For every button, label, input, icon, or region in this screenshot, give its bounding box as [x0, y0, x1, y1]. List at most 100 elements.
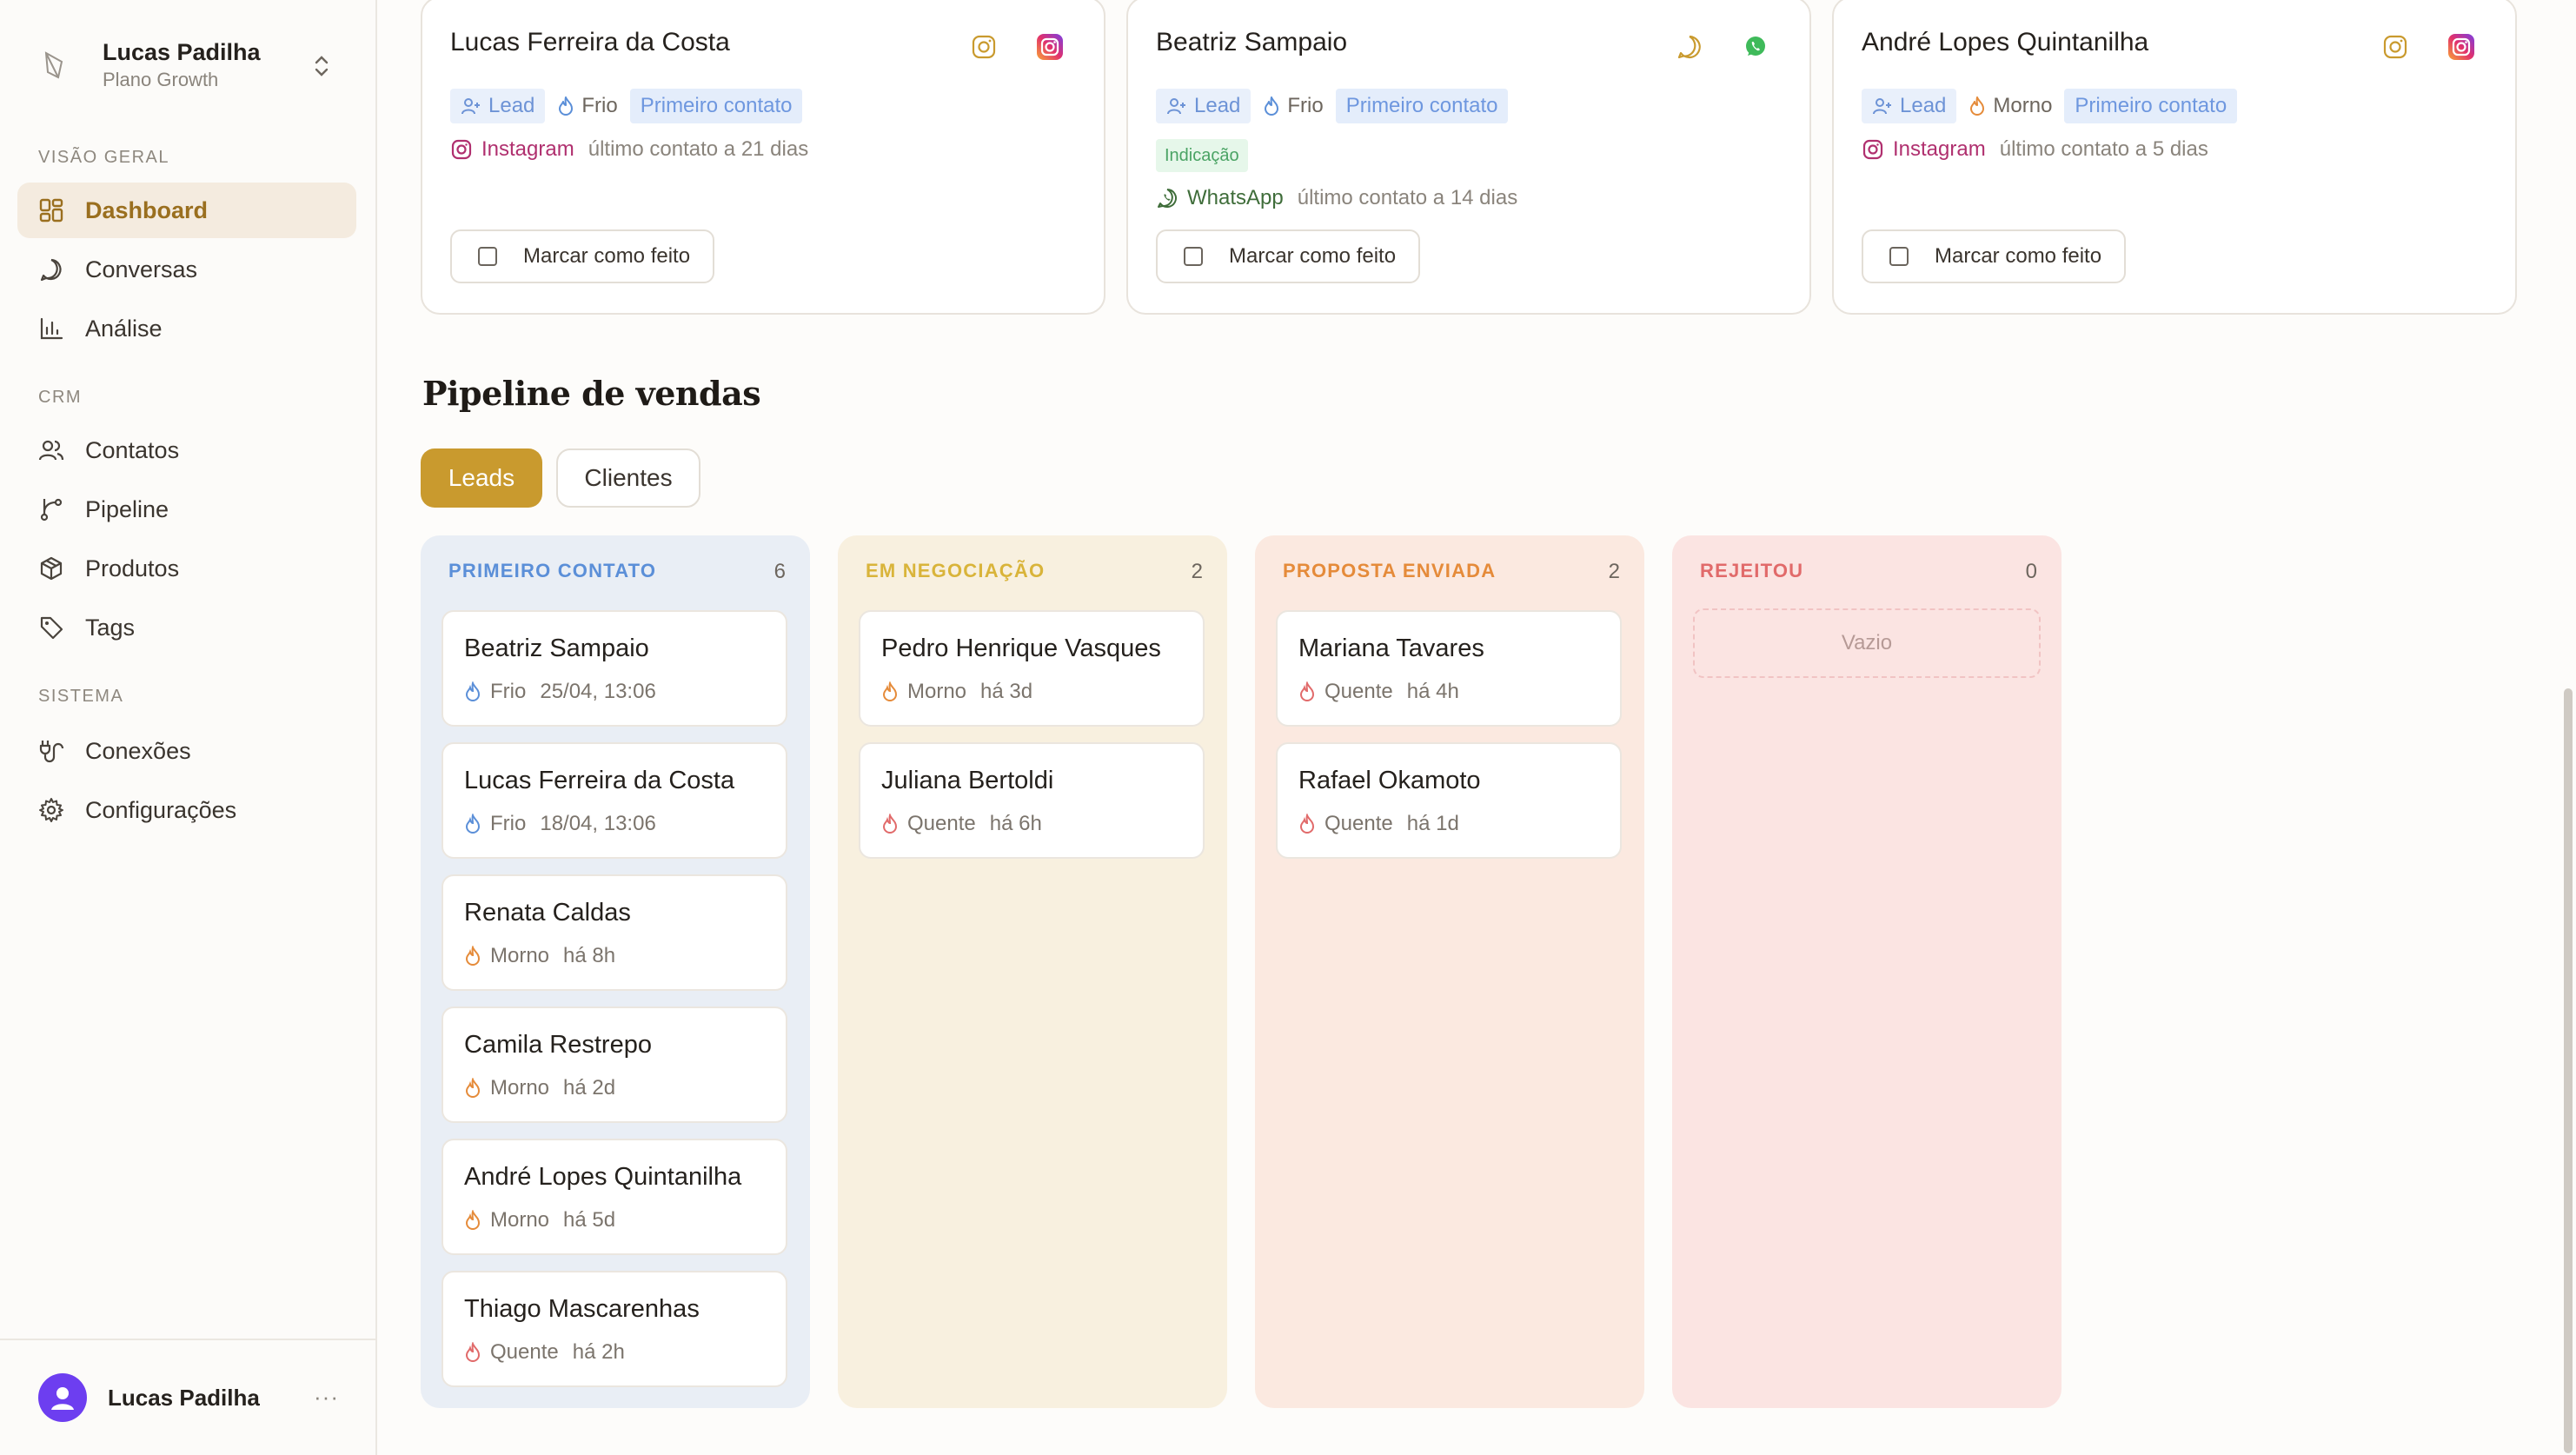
scrollbar[interactable] [2564, 688, 2573, 1453]
last-contact: último contato a 14 dias [1297, 186, 1518, 209]
lead-label: Lead [488, 94, 535, 117]
mark-done-label: Marcar como feito [1935, 244, 2102, 268]
flame-icon [559, 96, 574, 116]
column-count: 6 [773, 560, 786, 583]
workspace-name: Lucas Padilha [103, 39, 261, 65]
sidebar-item-label: Conversas [85, 256, 198, 282]
deal-card[interactable]: Juliana Bertoldi Quente há 6h [859, 742, 1205, 859]
sidebar-item-pipeline[interactable]: Pipeline [17, 482, 356, 537]
deal-name: Beatriz Sampaio [464, 634, 649, 662]
workspace-plan: Plano Growth [103, 69, 219, 90]
deal-time: há 2d [563, 1076, 616, 1100]
column-title: EM NEGOCIAÇÃO [866, 560, 1046, 581]
deal-name: Renata Caldas [464, 899, 631, 927]
flame-icon [881, 681, 900, 703]
deal-card[interactable]: Mariana Tavares Quente há 4h [1276, 610, 1622, 727]
temperature-badge: Frio [1259, 94, 1326, 118]
pipeline-column-rejeitou: REJEITOU 0 Vazio [1672, 535, 2061, 1408]
flame-icon [1970, 96, 1985, 116]
column-title: PROPOSTA ENVIADA [1283, 560, 1497, 581]
deal-card[interactable]: Renata Caldas Morno há 8h [442, 874, 787, 991]
mark-done-button[interactable]: Marcar como feito [1862, 229, 2127, 283]
pipeline-column-primeiro-contato: PRIMEIRO CONTATO 6 Beatriz Sampaio Frio 2… [421, 535, 810, 1408]
sidebar-item-label: Análise [85, 315, 163, 342]
sidebar-item-label: Contatos [85, 436, 180, 463]
user-plus-icon [461, 98, 480, 115]
instagram-outline-icon[interactable] [968, 31, 999, 63]
pipeline-title: Pipeline de vendas [422, 374, 761, 413]
deal-time: há 3d [980, 680, 1033, 703]
checkbox-icon [478, 247, 497, 266]
instagram-small-icon [450, 137, 475, 162]
lead-badge: Lead [1862, 89, 1957, 123]
nav-group-label: SISTEMA [38, 687, 124, 706]
sidebar-item-produtos[interactable]: Produtos [17, 541, 356, 596]
last-contact: último contato a 21 dias [588, 137, 809, 161]
deal-time: há 5d [563, 1208, 616, 1232]
sidebar-item-contatos[interactable]: Contatos [17, 422, 356, 478]
sidebar-item-tags[interactable]: Tags [17, 600, 356, 655]
deal-temperature: Quente [1325, 680, 1393, 703]
sidebar-item-dashboard[interactable]: Dashboard [17, 183, 356, 238]
user-menu[interactable]: Lucas Padilha ··· [0, 1339, 377, 1455]
deal-card[interactable]: Beatriz Sampaio Frio 25/04, 13:06 [442, 610, 787, 727]
deal-card[interactable]: Camila Restrepo Morno há 2d [442, 1007, 787, 1123]
flame-icon [464, 681, 483, 703]
instagram-icon[interactable] [2446, 31, 2477, 63]
flame-icon [1298, 813, 1318, 835]
deal-card[interactable]: André Lopes Quintanilha Morno há 5d [442, 1139, 787, 1255]
deal-card[interactable]: Lucas Ferreira da Costa Frio 18/04, 13:06 [442, 742, 787, 859]
chat-outline-icon[interactable] [1674, 31, 1705, 63]
sidebar-item-conversas[interactable]: Conversas [17, 242, 356, 297]
tab-clientes[interactable]: Clientes [556, 448, 700, 508]
mark-done-button[interactable]: Marcar como feito [450, 229, 715, 283]
chat-icon [37, 255, 66, 284]
deal-time: há 4h [1406, 680, 1459, 703]
sidebar-item-conexoes[interactable]: Conexões [17, 723, 356, 779]
workspace-switcher[interactable]: Lucas Padilha Plano Growth [35, 33, 348, 97]
instagram-icon[interactable] [1034, 31, 1066, 63]
column-count: 0 [2025, 560, 2037, 583]
deal-time: há 2h [572, 1340, 625, 1364]
deal-time: há 6h [989, 812, 1042, 835]
column-count: 2 [1191, 560, 1203, 583]
referral-badge: Indicação [1156, 139, 1248, 172]
lead-label: Lead [1900, 94, 1947, 117]
stage-badge: Primeiro contato [1335, 89, 1509, 123]
sidebar-item-label: Dashboard [85, 196, 209, 223]
lead-badge: Lead [1156, 89, 1251, 123]
deal-card[interactable]: Pedro Henrique Vasques Morno há 3d [859, 610, 1205, 727]
tab-leads[interactable]: Leads [421, 448, 542, 508]
checkbox-icon [1889, 247, 1909, 266]
lead-badge: Lead [450, 89, 546, 123]
mark-done-button[interactable]: Marcar como feito [1156, 229, 1421, 283]
user-plus-icon [1167, 98, 1185, 115]
channel-name: Instagram [481, 137, 574, 161]
whatsapp-icon[interactable] [1740, 31, 1771, 63]
pipeline-icon [37, 495, 66, 524]
task-contact-name: André Lopes Quintanilha [1862, 28, 2149, 56]
main-content: Lucas Ferreira da Costa Lead Frio Primei… [379, 0, 2576, 1455]
column-title: REJEITOU [1700, 560, 1804, 581]
instagram-small-icon [1862, 137, 1886, 162]
sidebar-item-configuracoes[interactable]: Configurações [17, 782, 356, 838]
more-options-icon[interactable]: ··· [314, 1384, 339, 1410]
box-icon [37, 554, 66, 583]
nav-group-label: VISÃO GERAL [38, 148, 169, 167]
user-plus-icon [1873, 98, 1891, 115]
deal-name: Juliana Bertoldi [881, 767, 1054, 794]
deal-name: André Lopes Quintanilha [464, 1163, 742, 1191]
instagram-outline-icon[interactable] [2380, 31, 2411, 63]
chevron-up-down-icon[interactable] [309, 52, 334, 80]
deal-time: há 1d [1406, 812, 1459, 835]
sidebar-item-analise[interactable]: Análise [17, 301, 356, 356]
deal-temperature: Morno [490, 944, 550, 967]
task-contact-name: Beatriz Sampaio [1156, 28, 1348, 56]
deal-card[interactable]: Rafael Okamoto Quente há 1d [1276, 742, 1622, 859]
deal-temperature: Morno [490, 1076, 550, 1100]
deal-temperature: Quente [907, 812, 976, 835]
lead-label: Lead [1194, 94, 1241, 117]
deal-card[interactable]: Thiago Mascarenhas Quente há 2h [442, 1271, 787, 1387]
sidebar-item-label: Conexões [85, 737, 191, 764]
deal-time: há 8h [563, 944, 616, 967]
